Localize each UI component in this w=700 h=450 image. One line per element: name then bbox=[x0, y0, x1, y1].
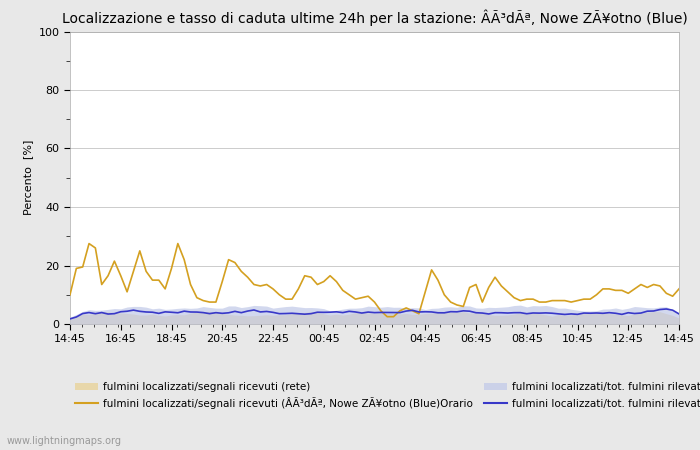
Title: Localizzazione e tasso di caduta ultime 24h per la stazione: ÂÃ³dÃª, Nowe ZÃ¥otn: Localizzazione e tasso di caduta ultime … bbox=[62, 9, 687, 26]
Y-axis label: Percento  [%]: Percento [%] bbox=[23, 140, 33, 216]
Text: www.lightningmaps.org: www.lightningmaps.org bbox=[7, 436, 122, 446]
Legend: fulmini localizzati/segnali ricevuti (rete), fulmini localizzati/segnali ricevut: fulmini localizzati/segnali ricevuti (re… bbox=[75, 382, 700, 409]
